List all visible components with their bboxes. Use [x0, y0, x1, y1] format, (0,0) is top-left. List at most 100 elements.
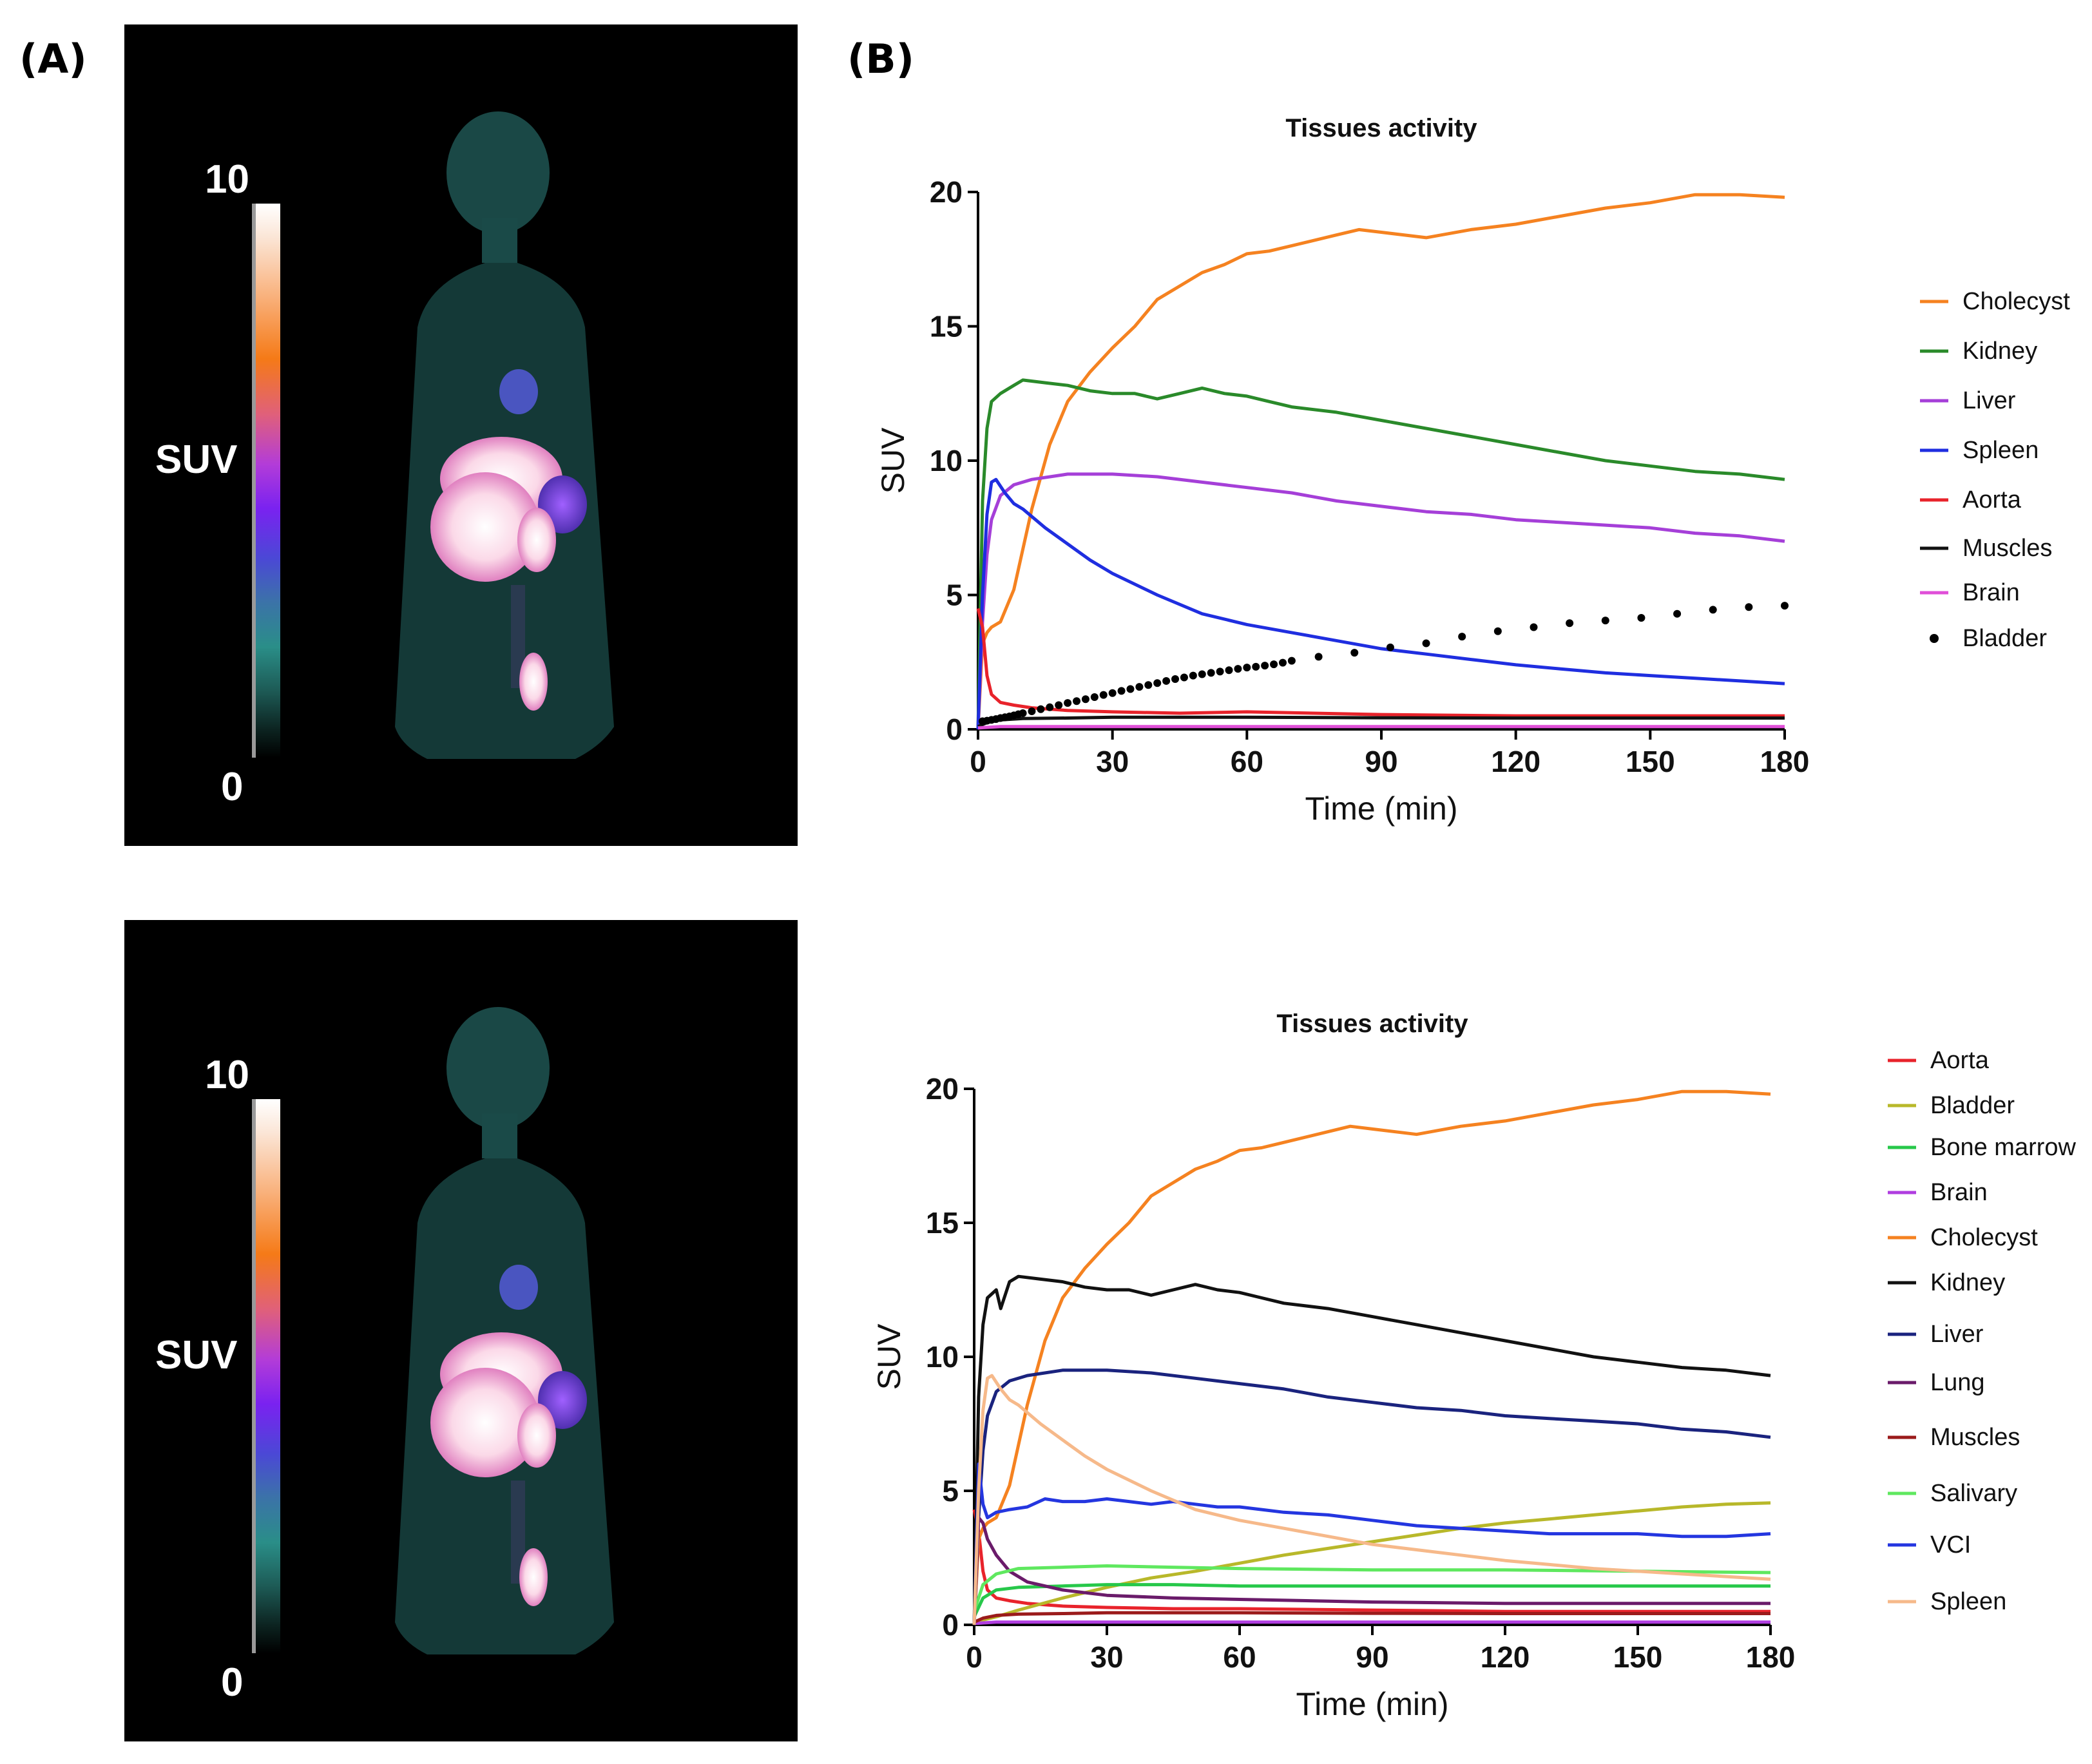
- series-kidney-line: [972, 1274, 1771, 1625]
- data-point: [1019, 709, 1027, 717]
- data-point: [1180, 673, 1188, 682]
- x-tick-label: 90: [1365, 745, 1397, 778]
- x-tick-label: 30: [1090, 1640, 1123, 1674]
- panel-label-a: (A): [19, 35, 87, 82]
- x-tick-label: 180: [1760, 745, 1810, 778]
- data-point: [1117, 687, 1126, 695]
- series-bladder-line: [974, 1501, 1771, 1624]
- legend-label: Spleen: [1930, 1588, 2006, 1615]
- x-tick-label: 90: [1356, 1640, 1388, 1674]
- series-spleen-line: [976, 477, 1785, 730]
- y-tick-label: 10: [926, 1340, 959, 1374]
- x-tick-label: 120: [1491, 745, 1540, 778]
- legend-label: Spleen: [1962, 437, 2039, 464]
- x-tick-label: 30: [1096, 745, 1129, 778]
- series-vci-line: [972, 1462, 1771, 1625]
- colorbar-min-label: 0: [221, 765, 244, 809]
- series-liver-line: [976, 472, 1785, 730]
- legend-label: Lung: [1930, 1369, 1985, 1396]
- data-point: [1781, 602, 1789, 610]
- legend-label: Muscles: [1930, 1424, 2020, 1451]
- legend-label: Kidney: [1962, 338, 2037, 365]
- series-salivary-line: [972, 1564, 1771, 1612]
- data-point: [1287, 657, 1296, 665]
- data-point: [1081, 695, 1089, 704]
- data-point: [1090, 693, 1099, 701]
- pet-image-top: 10 SUV 0: [124, 24, 798, 846]
- x-axis-label: Time (min): [1305, 791, 1457, 827]
- data-point: [1745, 603, 1753, 611]
- panel-label-b: (B): [847, 35, 914, 82]
- data-point: [1225, 666, 1233, 675]
- pet-body-illustration: [395, 1007, 614, 1654]
- x-tick-label: 0: [970, 745, 986, 778]
- data-point: [1153, 679, 1162, 687]
- data-point: [1350, 649, 1359, 657]
- data-point: [1207, 669, 1215, 677]
- data-point: [1234, 665, 1242, 673]
- x-tick-label: 60: [1223, 1640, 1256, 1674]
- series-brain-line: [977, 725, 1785, 730]
- data-point: [1126, 685, 1135, 693]
- y-tick-label: 15: [930, 310, 963, 343]
- data-point: [1162, 676, 1171, 685]
- colorbar-title: SUV: [155, 1333, 238, 1377]
- legend-label: Bone marrow: [1930, 1134, 2077, 1161]
- data-point: [1278, 658, 1287, 667]
- series-cholecyst-line: [972, 1089, 1771, 1625]
- series-liver-line: [972, 1368, 1771, 1625]
- legend-label: Aorta: [1930, 1047, 1990, 1074]
- y-axis-label: SUV: [875, 427, 911, 494]
- data-point: [1270, 660, 1278, 669]
- data-point: [1709, 606, 1717, 614]
- y-tick-label: 0: [946, 713, 963, 746]
- y-tick-label: 5: [946, 579, 963, 612]
- legend-label: Liver: [1930, 1321, 1984, 1348]
- data-point: [1135, 683, 1144, 691]
- data-point: [1046, 703, 1054, 711]
- y-tick-label: 15: [926, 1206, 959, 1240]
- x-tick-label: 150: [1626, 745, 1675, 778]
- x-tick-label: 60: [1231, 745, 1263, 778]
- series-brain-line: [974, 1620, 1771, 1625]
- data-point: [1037, 705, 1045, 713]
- data-point: [1637, 613, 1646, 622]
- x-tick-label: 120: [1481, 1640, 1530, 1674]
- series-bone-marrow-line: [972, 1583, 1771, 1618]
- x-tick-label: 150: [1613, 1640, 1663, 1674]
- series-lung-line: [972, 1516, 1771, 1625]
- legend-label: Liver: [1962, 387, 2016, 414]
- data-point: [1064, 699, 1072, 707]
- y-tick-label: 5: [942, 1474, 959, 1508]
- suv-colorbar: [252, 204, 280, 758]
- data-point: [1144, 681, 1153, 689]
- data-point: [1189, 671, 1197, 680]
- chart-svg: Tissues activity 0 5 10 15 20 0 30 60 90 120 150 180…: [871, 1010, 2077, 1722]
- legend-label: Muscles: [1962, 535, 2052, 562]
- legend-label: Bladder: [1930, 1092, 2015, 1119]
- tissue-activity-chart-bottom: Tissues activity 0 5 10 15 20 0 30 60 90 120 150 180…: [838, 986, 2092, 1759]
- series-kidney-line: [976, 378, 1785, 730]
- series-aorta-line: [976, 608, 1785, 718]
- legend-label: Aorta: [1962, 486, 2022, 513]
- pet-body-illustration: [395, 111, 614, 759]
- colorbar-max-label: 10: [205, 1053, 249, 1097]
- data-point: [1422, 639, 1430, 647]
- suv-colorbar: [252, 1099, 280, 1653]
- legend-label: Kidney: [1930, 1269, 2005, 1296]
- data-point: [1261, 662, 1269, 670]
- data-point: [1673, 609, 1682, 618]
- y-tick-label: 0: [942, 1608, 959, 1642]
- y-tick-label: 10: [930, 444, 963, 477]
- data-point: [1458, 633, 1466, 641]
- legend-label: Cholecyst: [1962, 288, 2070, 315]
- data-point: [1566, 619, 1574, 628]
- x-tick-label: 180: [1746, 1640, 1796, 1674]
- pet-image-bottom: 10 SUV 0: [124, 920, 798, 1741]
- colorbar-title: SUV: [155, 437, 238, 482]
- data-point: [1243, 664, 1251, 672]
- legend-label: Brain: [1962, 579, 2020, 606]
- data-point: [1530, 623, 1538, 631]
- y-tick-label: 20: [930, 175, 963, 209]
- data-point: [1601, 617, 1609, 625]
